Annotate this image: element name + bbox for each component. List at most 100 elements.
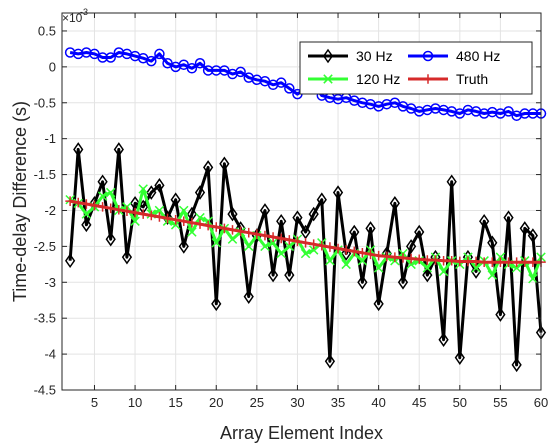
data-point-plus: [114, 204, 124, 215]
data-point-plus: [138, 209, 148, 219]
x-tick-label: 30: [290, 395, 304, 410]
x-tick-label: 10: [128, 395, 142, 410]
data-point-circle: [519, 108, 531, 119]
data-point-plus: [422, 255, 433, 265]
x-tick-label: 15: [168, 395, 182, 410]
data-point-plus: [170, 215, 181, 225]
y-multiplier-base: ×10: [62, 11, 83, 25]
data-point-x: [495, 252, 506, 262]
data-point-x: [268, 238, 278, 248]
data-point-plus: [243, 227, 254, 238]
y-tick-label: -4.5: [34, 383, 56, 398]
data-point-plus: [300, 237, 311, 248]
legend-item: Truth: [408, 71, 488, 87]
data-point-plus: [349, 246, 360, 257]
data-point-diamond: [438, 332, 449, 348]
x-tick-label: 20: [209, 395, 223, 410]
legend-label: Truth: [456, 71, 488, 87]
data-point-plus: [495, 257, 506, 267]
data-point-x: [138, 184, 148, 194]
data-point-plus: [308, 239, 319, 250]
data-point-diamond: [503, 210, 514, 225]
data-point-plus: [519, 257, 530, 267]
legend: 30 Hz 480 Hz 120 Hz Truth: [299, 41, 533, 95]
axes: 5 10 15 20 25 30 35 40 45 50 55 60 -4.5 -4 -3.5 -3 -2.5 -…: [34, 12, 548, 410]
data-point-diamond: [105, 231, 116, 247]
legend-label: 480 Hz: [456, 48, 500, 64]
data-point-circle: [97, 52, 108, 63]
data-point-plus: [463, 256, 473, 267]
x-tick-label: 35: [331, 395, 345, 410]
y-multiplier-exponent: -3: [80, 7, 88, 17]
data-point-plus: [325, 242, 335, 252]
data-point-plus: [406, 253, 416, 264]
data-point-diamond: [470, 264, 482, 279]
data-point-plus: [178, 216, 189, 227]
x-axis-label: Array Element Index: [220, 423, 383, 443]
data-point-plus: [146, 210, 157, 221]
y-tick-label: 0: [49, 59, 56, 74]
data-point-plus: [187, 217, 197, 228]
data-point-x: [276, 248, 286, 259]
data-point-x: [406, 259, 416, 270]
data-point-plus: [333, 243, 343, 254]
data-point-x: [170, 220, 181, 230]
data-point-diamond: [203, 160, 214, 175]
data-point-diamond: [349, 224, 360, 240]
data-point-diamond: [495, 307, 506, 322]
data-point-plus: [260, 230, 270, 241]
x-tick-label: 5: [91, 395, 98, 410]
legend-label: 120 Hz: [356, 71, 400, 87]
data-point-diamond: [194, 185, 206, 200]
data-point-plus: [227, 225, 238, 235]
data-point-circle: [422, 50, 434, 62]
data-point-diamond: [243, 289, 254, 304]
data-point-diamond: [324, 353, 336, 369]
data-point-diamond: [267, 267, 279, 283]
data-point-plus: [528, 257, 538, 267]
data-point-x: [154, 205, 165, 216]
data-point-diamond: [146, 185, 157, 200]
data-point-x: [341, 259, 351, 270]
data-point-circle: [186, 63, 198, 74]
data-point-diamond: [365, 221, 376, 236]
plot-area: [64, 47, 547, 373]
data-point-plus: [414, 254, 425, 265]
legend-item: 120 Hz: [308, 71, 400, 87]
data-point-plus: [446, 255, 457, 266]
data-point-circle: [211, 65, 222, 76]
data-point-plus: [423, 74, 433, 84]
data-point-plus: [276, 233, 287, 244]
data-point-x: [357, 256, 368, 266]
data-point-plus: [81, 199, 92, 209]
data-point-x: [487, 270, 498, 280]
data-point-diamond: [211, 296, 222, 312]
x-tick-label: 55: [493, 395, 507, 410]
data-point-x: [187, 227, 197, 237]
data-point-diamond: [397, 274, 409, 290]
data-point-plus: [235, 226, 246, 237]
data-point-x: [325, 256, 335, 266]
legend-item: 480 Hz: [408, 48, 500, 64]
data-point-diamond: [113, 142, 124, 157]
data-point-diamond: [97, 174, 108, 190]
data-point-diamond: [487, 235, 498, 251]
data-point-plus: [130, 207, 140, 218]
data-point-diamond: [511, 357, 522, 373]
data-point-plus: [89, 200, 100, 211]
data-point-x: [227, 234, 238, 244]
data-point-plus: [503, 257, 514, 267]
data-point-diamond: [308, 206, 319, 222]
data-point-x: [438, 266, 449, 277]
data-point-plus: [292, 236, 303, 247]
data-point-x: [211, 238, 221, 248]
x-tick-label: 60: [534, 395, 548, 410]
y-tick-label: -0.5: [34, 95, 56, 110]
data-point-x: [105, 187, 116, 198]
legend-box: [299, 41, 533, 95]
data-point-x: [130, 216, 140, 226]
data-point-plus: [122, 206, 132, 216]
data-point-plus: [211, 222, 222, 232]
data-point-plus: [65, 196, 75, 206]
data-point-diamond: [389, 195, 400, 211]
